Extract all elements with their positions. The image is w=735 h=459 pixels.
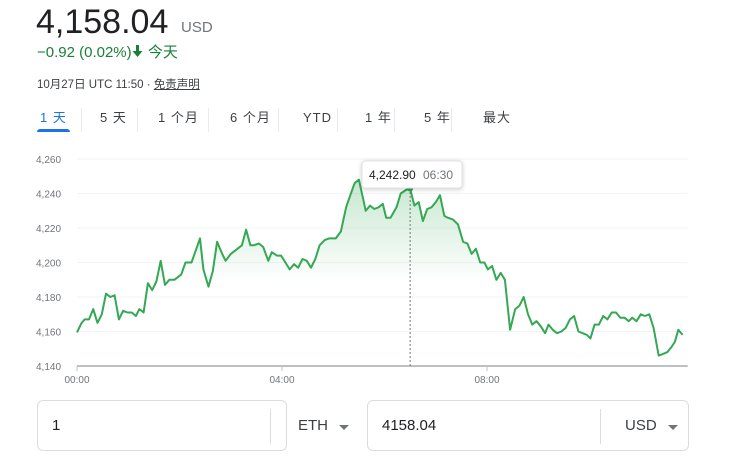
tab-1-year[interactable]: 1 年 (365, 110, 392, 125)
y-tick-label: 4,220 (36, 224, 61, 235)
y-tick-label: 4,240 (36, 190, 61, 201)
area-fill (77, 179, 683, 366)
tooltip: 4,242.90 06:30 (361, 160, 463, 189)
divider (278, 108, 279, 132)
y-tick-label: 4,160 (36, 328, 61, 339)
x-tick-label: 08:00 (474, 375, 499, 386)
x-axis: 00:00 04:00 08:00 (64, 366, 500, 386)
price-change: −0.92 (0.02%) 今天 (37, 43, 178, 63)
change-value: −0.92 (0.02%) (37, 44, 132, 61)
from-amount-input[interactable]: 1 (52, 417, 61, 434)
divider (81, 108, 82, 132)
divider (208, 108, 209, 132)
timestamp-line: 10月27日 UTC 11:50 · 免责声明 (37, 76, 200, 92)
tab-5-year[interactable]: 5 年 (424, 110, 451, 125)
tab-max[interactable]: 最大 (483, 110, 512, 125)
x-tick-label: 00:00 (64, 375, 89, 386)
tab-ytd[interactable]: YTD (303, 110, 332, 125)
divider (337, 108, 338, 132)
divider (137, 108, 138, 132)
active-tab-indicator (37, 129, 70, 132)
tab-1-month[interactable]: 1 个月 (158, 110, 199, 125)
tab-5-day[interactable]: 5 天 (100, 110, 127, 125)
from-currency-field: 1 ETH (37, 400, 349, 451)
chevron-down-icon[interactable] (339, 425, 349, 430)
price-chart[interactable]: 4,140 4,160 4,180 4,200 4,220 4,240 4,260 00:0… (0, 140, 735, 390)
y-tick-label: 4,260 (36, 155, 61, 166)
price-currency: USD (181, 19, 213, 36)
to-unit-select[interactable]: USD (625, 417, 657, 434)
tab-label: 1 天 (40, 110, 67, 125)
tooltip-time: 06:30 (423, 168, 453, 182)
divider (394, 108, 395, 132)
tooltip-value: 4,242.90 (369, 168, 416, 182)
tab-6-month[interactable]: 6 个月 (230, 110, 271, 125)
change-period: 今天 (147, 44, 178, 61)
x-tick-label: 04:00 (269, 375, 294, 386)
disclaimer-link[interactable]: 免责声明 (153, 79, 200, 91)
from-unit-select[interactable]: ETH (298, 417, 328, 434)
y-tick-label: 4,180 (36, 293, 61, 304)
chevron-down-icon[interactable] (668, 425, 678, 430)
arrow-down-icon (132, 43, 144, 63)
tab-1-day[interactable]: 1 天 (37, 108, 70, 132)
divider (600, 409, 601, 444)
divider (451, 108, 452, 132)
y-axis: 4,140 4,160 4,180 4,200 4,220 4,240 4,260 (36, 155, 61, 373)
to-currency-field: 4158.04 USD (367, 400, 689, 451)
y-tick-label: 4,140 (36, 362, 61, 373)
to-amount-input[interactable]: 4158.04 (382, 417, 437, 434)
divider (270, 409, 271, 444)
price-line (76, 178, 684, 357)
y-tick-label: 4,200 (36, 259, 61, 270)
timestamp: 10月27日 UTC 11:50 · (37, 79, 154, 91)
current-price: 4,158.04 (36, 3, 169, 41)
